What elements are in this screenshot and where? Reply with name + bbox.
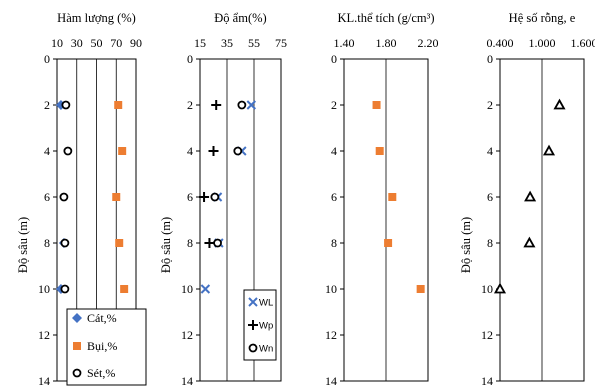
data-point-set	[61, 286, 68, 293]
data-point-set	[64, 148, 71, 155]
y-tick-label: 2	[331, 98, 337, 112]
legend-marker-set	[74, 370, 81, 377]
panel-title: KL.thể tích (g/cm³)	[337, 11, 434, 25]
y-tick-label: 6	[331, 190, 337, 204]
y-tick-label: 14	[38, 374, 50, 386]
data-point-wp	[209, 146, 219, 156]
x-tick-label: 10	[51, 36, 63, 50]
data-point-e	[526, 193, 535, 201]
legend-label-set: Sét,%	[87, 366, 115, 380]
data-point-kl	[373, 101, 381, 109]
data-point-bui	[118, 147, 126, 155]
y-tick-label: 10	[481, 282, 493, 296]
y-axis-label: Độ sâu (m)	[16, 217, 30, 273]
y-tick-label: 0	[44, 52, 50, 66]
x-tick-label: 90	[130, 36, 142, 50]
legend-label-bui: Bụi,%	[87, 339, 117, 353]
data-point-bui	[115, 239, 123, 247]
data-point-wn	[214, 240, 221, 247]
panel-title: Hệ số rỗng, e	[509, 11, 576, 25]
data-point-e	[525, 239, 534, 247]
x-tick-label: 70	[110, 36, 122, 50]
x-tick-label: 15	[194, 36, 206, 50]
data-point-e	[545, 147, 554, 155]
data-point-wp	[211, 100, 221, 110]
legend-panel-1: Cát,% Bụi,% Sét,%	[67, 309, 146, 385]
x-tick-label: 1.000	[529, 36, 556, 50]
data-point-wn	[238, 102, 245, 109]
legend-marker-wn	[250, 345, 257, 352]
y-tick-label: 10	[181, 282, 193, 296]
data-point-bui	[112, 193, 120, 201]
legend-label-cat: Cát,%	[87, 311, 117, 325]
data-point-set	[62, 102, 69, 109]
y-tick-label: 0	[187, 52, 193, 66]
y-tick-label: 4	[187, 144, 193, 158]
y-tick-label: 2	[187, 98, 193, 112]
data-point-kl	[384, 239, 392, 247]
y-tick-label: 12	[481, 328, 493, 342]
y-tick-label: 12	[181, 328, 193, 342]
y-tick-label: 14	[325, 374, 337, 386]
y-tick-label: 6	[44, 190, 50, 204]
y-tick-label: 8	[487, 236, 493, 250]
data-point-set	[61, 240, 68, 247]
legend-marker-bui	[73, 342, 81, 350]
data-point-wn	[234, 148, 241, 155]
x-tick-label: 2.20	[418, 36, 439, 50]
legend-label-wl: WL	[259, 298, 273, 309]
x-tick-label: 30	[71, 36, 83, 50]
data-point-kl	[376, 147, 384, 155]
data-point-set	[60, 194, 67, 201]
data-point-wp	[199, 192, 209, 202]
panel-title: Độ ẩm(%)	[214, 11, 266, 25]
y-tick-label: 10	[325, 282, 337, 296]
x-tick-label: 1.80	[376, 36, 397, 50]
y-tick-label: 6	[187, 190, 193, 204]
y-tick-label: 0	[331, 52, 337, 66]
legend-panel-2: WL Wp Wn	[244, 290, 276, 360]
legend-label-wn: Wn	[259, 344, 273, 355]
x-tick-label: 55	[248, 36, 260, 50]
y-tick-label: 10	[38, 282, 50, 296]
y-tick-label: 4	[331, 144, 337, 158]
y-tick-label: 14	[181, 374, 193, 386]
y-tick-label: 12	[325, 328, 337, 342]
chart-panel-3: 1.40 1.80 2.20 KL.thể tích (g/cm³) 0 2 4 6 8 10 12…	[325, 11, 439, 386]
data-point-wp	[204, 238, 214, 248]
data-point-e	[496, 285, 505, 293]
y-tick-label: 6	[487, 190, 493, 204]
x-tick-label: 75	[275, 36, 287, 50]
y-tick-label: 8	[331, 236, 337, 250]
y-axis-label: Độ sâu (m)	[459, 217, 473, 273]
data-point-bui	[120, 285, 128, 293]
data-point-kl	[417, 285, 425, 293]
y-tick-label: 4	[487, 144, 493, 158]
x-tick-label: 50	[91, 36, 103, 50]
chart-panel-4: 0.400 1.000 1.600 Hệ số rỗng, e 0 2 4 6 8 10 12 14 Đ…	[459, 11, 595, 386]
x-tick-label: 35	[221, 36, 233, 50]
panel-title: Hàm lượng (%)	[57, 11, 136, 25]
y-tick-label: 0	[487, 52, 493, 66]
x-tick-label: 0.400	[487, 36, 514, 50]
legend-label-wp: Wp	[259, 321, 273, 332]
data-point-wl	[201, 285, 209, 293]
y-tick-label: 4	[44, 144, 50, 158]
y-tick-label: 2	[44, 98, 50, 112]
y-tick-label: 8	[187, 236, 193, 250]
y-axis-label: Độ sâu (m)	[159, 217, 173, 273]
y-tick-label: 8	[44, 236, 50, 250]
y-tick-label: 14	[481, 374, 493, 386]
data-point-bui	[114, 101, 122, 109]
data-point-wn	[211, 194, 218, 201]
data-point-kl	[388, 193, 396, 201]
y-tick-label: 12	[38, 328, 50, 342]
x-tick-label: 1.600	[571, 36, 595, 50]
y-tick-label: 2	[487, 98, 493, 112]
x-tick-label: 1.40	[334, 36, 355, 50]
data-point-e	[555, 101, 564, 109]
